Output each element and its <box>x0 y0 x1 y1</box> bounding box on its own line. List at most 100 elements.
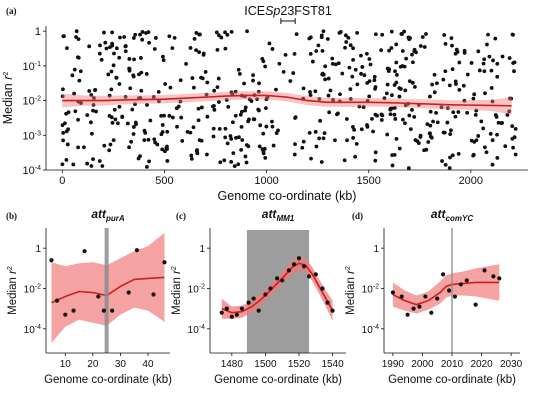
data-point <box>469 138 474 143</box>
x-tick-label-part: 1000 <box>254 175 278 187</box>
x-tick-label-part: 1540 <box>321 359 344 370</box>
data-point <box>96 294 101 299</box>
panel-title-part: att <box>91 207 107 221</box>
data-point <box>165 147 169 151</box>
panel-label: (c) <box>176 211 186 221</box>
data-point <box>75 55 80 60</box>
data-point <box>140 37 145 42</box>
y-axis-label-part: Median <box>7 274 19 315</box>
ice-annotation-label-part: 23FST81 <box>280 4 331 18</box>
y-tick-label: 1 <box>199 244 205 255</box>
data-point <box>260 56 265 61</box>
data-point <box>387 48 392 53</box>
data-point <box>204 92 209 97</box>
data-point <box>245 29 249 34</box>
y-axis-label-part: r <box>1 75 15 80</box>
data-point <box>152 47 157 51</box>
data-point <box>63 121 67 126</box>
data-point <box>242 81 247 86</box>
data-point <box>139 88 144 93</box>
data-point <box>422 148 426 153</box>
data-point <box>333 138 337 143</box>
data-point <box>89 164 94 168</box>
data-point <box>160 147 165 152</box>
data-point <box>144 72 149 76</box>
data-point <box>455 50 460 54</box>
data-point <box>357 104 362 109</box>
y-axis-label-part: 2 <box>345 266 352 270</box>
data-point <box>511 145 515 150</box>
data-point <box>345 138 349 143</box>
data-point <box>309 156 313 161</box>
data-point <box>319 160 324 164</box>
panel-label: (b) <box>6 211 17 221</box>
data-point <box>109 87 114 92</box>
data-point <box>211 134 216 139</box>
data-point <box>263 292 268 297</box>
data-point <box>389 29 394 34</box>
data-point <box>371 129 375 134</box>
data-point <box>61 34 66 39</box>
data-point <box>283 53 288 57</box>
data-point <box>394 60 399 65</box>
data-point <box>490 99 495 104</box>
data-point <box>301 86 306 91</box>
data-point <box>456 151 461 156</box>
x-tick-label-part: 1990 <box>382 359 405 370</box>
data-point <box>63 312 68 317</box>
data-point <box>411 306 416 311</box>
data-point <box>214 30 219 35</box>
data-point <box>226 104 231 109</box>
data-point <box>230 120 235 125</box>
data-point <box>461 83 466 88</box>
data-point <box>397 94 402 99</box>
data-point <box>110 30 115 35</box>
data-point <box>123 44 128 49</box>
data-point <box>270 124 275 129</box>
data-point <box>64 129 69 134</box>
data-point <box>308 51 313 56</box>
data-point <box>351 125 355 129</box>
data-point <box>74 29 79 34</box>
data-point <box>188 46 193 50</box>
data-point <box>236 67 241 72</box>
y-tick-label-part: -4 <box>35 165 41 172</box>
data-point <box>326 76 331 81</box>
data-point <box>510 136 515 141</box>
data-point <box>487 54 492 59</box>
data-point <box>97 159 102 163</box>
data-point <box>133 102 137 107</box>
data-point <box>495 74 500 79</box>
data-point <box>156 89 161 94</box>
data-point <box>449 36 454 41</box>
data-point <box>103 40 108 45</box>
data-point <box>159 113 164 118</box>
data-point <box>133 32 138 37</box>
data-point <box>61 87 65 92</box>
data-point <box>107 93 112 98</box>
data-point <box>270 47 275 51</box>
data-point <box>160 123 165 127</box>
data-point <box>205 152 209 157</box>
data-point <box>402 64 407 69</box>
data-point <box>165 159 170 163</box>
data-point <box>313 129 318 134</box>
data-point <box>314 49 319 53</box>
confidence-ribbon <box>392 264 500 314</box>
data-point <box>411 60 415 65</box>
x-tick-label-part: 2010 <box>441 359 464 370</box>
data-point <box>139 56 143 60</box>
data-point <box>373 86 377 91</box>
data-point <box>112 107 117 112</box>
y-tick-label-part: 10 <box>23 130 35 142</box>
data-point <box>306 274 312 279</box>
data-point <box>79 101 83 106</box>
x-tick-label: 30 <box>115 359 127 370</box>
data-point <box>229 136 234 141</box>
data-point <box>61 138 66 143</box>
data-point <box>132 57 136 62</box>
data-point <box>367 57 372 61</box>
data-point <box>196 106 201 111</box>
data-point <box>448 132 453 137</box>
